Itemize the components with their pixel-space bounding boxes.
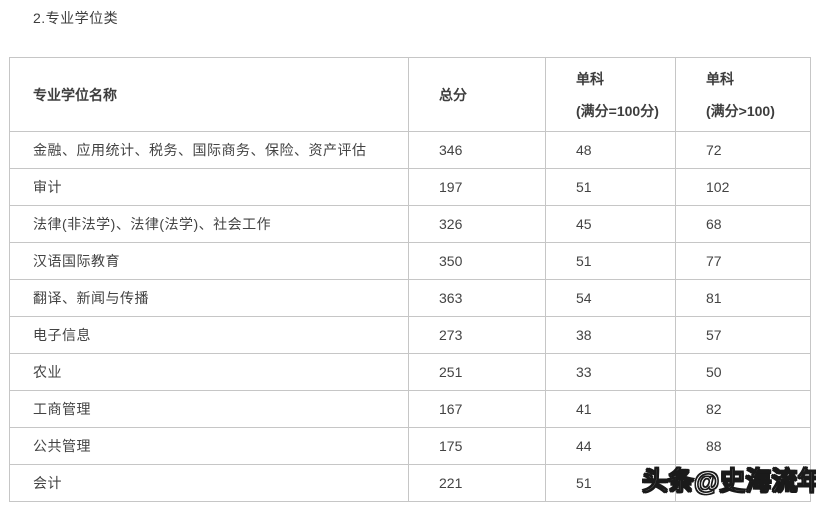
table-row: 法律(非法学)、法律(法学)、社会工作 326 45 68 [9,205,811,243]
cell-total-score: 197 [408,168,546,206]
column-header-single-subject-100: 单科 (满分=100分) [545,57,676,132]
table-row: 农业 251 33 50 [9,353,811,391]
table-row: 汉语国际教育 350 51 77 [9,242,811,280]
table-row: 电子信息 273 38 57 [9,316,811,354]
cell-degree-name: 金融、应用统计、税务、国际商务、保险、资产评估 [9,131,409,169]
cell-single-subject-100: 48 [545,131,676,169]
table-body: 金融、应用统计、税务、国际商务、保险、资产评估 346 48 72 审计 197… [9,131,811,502]
cell-degree-name: 翻译、新闻与传播 [9,279,409,317]
cell-single-subject-100: 54 [545,279,676,317]
cell-total-score: 273 [408,316,546,354]
cell-single-subject-100: 51 [545,168,676,206]
table-row: 工商管理 167 41 82 [9,390,811,428]
table-row: 审计 197 51 102 [9,168,811,206]
column-header-label: 总分 [439,86,467,103]
cell-single-subject-over-100: 68 [675,205,811,243]
cell-single-subject-over-100: 72 [675,131,811,169]
column-header-label: 单科 [706,70,734,87]
column-header-label: 专业学位名称 [33,86,117,103]
cell-single-subject-100: 33 [545,353,676,391]
cell-degree-name: 电子信息 [9,316,409,354]
cell-degree-name: 公共管理 [9,427,409,465]
section-title: 2.专业学位类 [33,10,119,26]
cell-total-score: 251 [408,353,546,391]
cell-degree-name: 工商管理 [9,390,409,428]
cell-single-subject-100: 45 [545,205,676,243]
cell-single-subject-100: 51 [545,242,676,280]
cell-single-subject-100: 38 [545,316,676,354]
cell-single-subject-100: 41 [545,390,676,428]
cell-total-score: 167 [408,390,546,428]
cell-total-score: 346 [408,131,546,169]
cell-single-subject-over-100: 81 [675,279,811,317]
column-header-sublabel: (满分=100分) [576,102,659,119]
table-row: 翻译、新闻与传播 363 54 81 [9,279,811,317]
cell-single-subject-over-100: 82 [675,390,811,428]
table-row: 公共管理 175 44 88 [9,427,811,465]
watermark: 头条@史海流年 [641,466,816,497]
score-table: 专业学位名称 总分 单科 (满分=100分) 单科 (满分>100) 金融、应用… [9,57,811,502]
cell-degree-name: 农业 [9,353,409,391]
cell-degree-name: 审计 [9,168,409,206]
column-header-sublabel: (满分>100) [706,102,775,119]
column-header-single-subject-over-100: 单科 (满分>100) [675,57,811,132]
table-header-row: 专业学位名称 总分 单科 (满分=100分) 单科 (满分>100) [9,57,811,132]
cell-total-score: 175 [408,427,546,465]
cell-total-score: 326 [408,205,546,243]
cell-total-score: 363 [408,279,546,317]
cell-degree-name: 会计 [9,464,409,502]
cell-degree-name: 汉语国际教育 [9,242,409,280]
cell-single-subject-over-100: 88 [675,427,811,465]
cell-single-subject-over-100: 102 [675,168,811,206]
cell-degree-name: 法律(非法学)、法律(法学)、社会工作 [9,205,409,243]
cell-single-subject-over-100: 50 [675,353,811,391]
column-header-total-score: 总分 [408,57,546,132]
column-header-label: 单科 [576,70,604,87]
cell-total-score: 350 [408,242,546,280]
cell-single-subject-100: 44 [545,427,676,465]
table-row: 金融、应用统计、税务、国际商务、保险、资产评估 346 48 72 [9,131,811,169]
table-row: 会计 221 51 [9,464,811,502]
cell-single-subject-over-100: 57 [675,316,811,354]
cell-single-subject-over-100: 77 [675,242,811,280]
cell-total-score: 221 [408,464,546,502]
cell-single-subject-over-100 [675,464,811,502]
column-header-degree-name: 专业学位名称 [9,57,409,132]
